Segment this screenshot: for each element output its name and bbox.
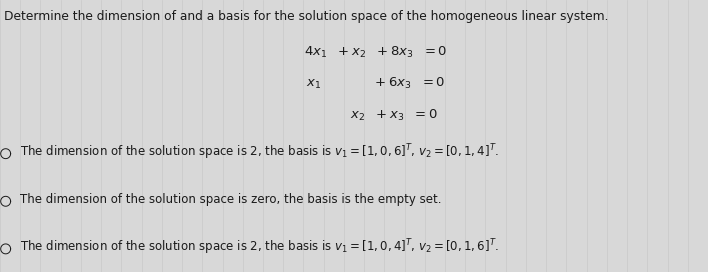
Text: $4x_1\ \ +x_2\ \ +8x_3\ \ =0$: $4x_1\ \ +x_2\ \ +8x_3\ \ =0$ (304, 45, 447, 60)
Text: The dimension of the solution space is zero, the basis is the empty set.: The dimension of the solution space is z… (20, 193, 441, 206)
Text: The dimension of the solution space is 2, the basis is $v_1 = [1, 0, 6]^T$, $v_2: The dimension of the solution space is 2… (20, 143, 499, 162)
Text: The dimension of the solution space is 2, the basis is $v_1 = [1, 0, 4]^T$, $v_2: The dimension of the solution space is 2… (20, 238, 499, 257)
Text: $\qquad\quad x_2\ \ +x_3\ \ =0$: $\qquad\quad x_2\ \ +x_3\ \ =0$ (312, 107, 438, 123)
Text: $x_1\qquad\qquad +6x_3\ \ =0$: $x_1\qquad\qquad +6x_3\ \ =0$ (306, 76, 445, 91)
Text: Determine the dimension of and a basis for the solution space of the homogeneous: Determine the dimension of and a basis f… (4, 10, 608, 23)
